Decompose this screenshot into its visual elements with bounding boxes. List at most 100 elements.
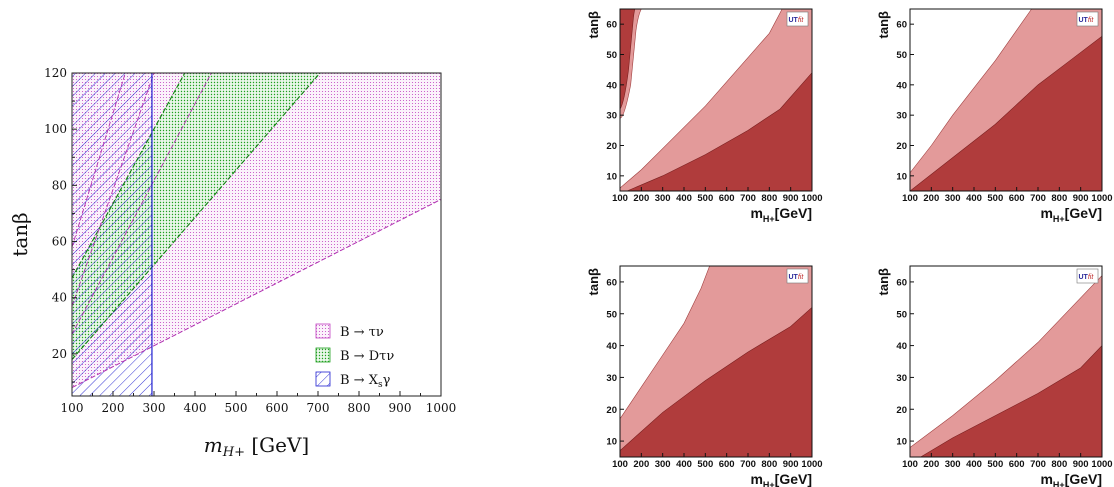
- panel-y-tick-label: 50: [606, 309, 617, 320]
- panel-x-tick-label: 1000: [801, 459, 822, 470]
- panel-x-label-m: m: [1040, 471, 1052, 487]
- x-tick-label: 600: [266, 401, 289, 415]
- panel-x-label-m: m: [750, 205, 762, 221]
- utfit-logo-text: UTfit: [1079, 17, 1095, 24]
- panel-x-tick-label: 100: [902, 193, 918, 204]
- panel-x-tick-label: 800: [1051, 459, 1067, 470]
- panel-y-tick-label: 30: [896, 111, 907, 122]
- panel-x-axis-label: mH+[GeV]: [750, 471, 812, 487]
- panel-x-tick-label: 100: [612, 193, 628, 204]
- panel-y-tick-label: 40: [896, 80, 907, 91]
- x-tick-label: 100: [61, 401, 84, 415]
- panel-y-tick-label: 50: [606, 50, 617, 61]
- panel-x-tick-label: 400: [676, 459, 692, 470]
- panel-x-tick-label: 500: [987, 193, 1003, 204]
- panel-x-label-sub: H+: [763, 214, 775, 224]
- y-tick-label: 60: [52, 235, 67, 249]
- y-tick-label: 40: [52, 291, 67, 305]
- panel-x-label-unit: [GeV]: [1065, 471, 1102, 487]
- panel-y-tick-label: 40: [896, 341, 907, 352]
- panel-y-tick-label: 40: [606, 80, 617, 91]
- legend-swatch: [315, 323, 331, 339]
- panel-plot-area: [910, 9, 1102, 191]
- panel-x-label-sub: H+: [1053, 480, 1065, 487]
- utfit-logo-box: [786, 268, 809, 284]
- legend-label: B → Dτν: [340, 349, 394, 364]
- panel-x-tick-label: 700: [740, 193, 756, 204]
- panel-3: 100 200 300 400 500 600 700 800 900 1000 10 20 30 40 5…: [586, 265, 823, 487]
- panel-y-axis-label: tanβ: [876, 268, 891, 296]
- panel-y-tick-label: 30: [606, 111, 617, 122]
- panel-y-axis-label: tanβ: [586, 11, 601, 39]
- utfit-logo: UTfit: [1076, 11, 1099, 27]
- panel-x-tick-label: 900: [783, 193, 799, 204]
- y-tick-label: 120: [44, 66, 67, 80]
- panel-x-tick-label: 700: [1030, 459, 1046, 470]
- panel-y-tick-label: 30: [896, 373, 907, 384]
- panel-y-tick-label: 20: [606, 405, 617, 416]
- panel-x-label-sub: H+: [1053, 214, 1065, 224]
- panel-frame: [619, 8, 813, 192]
- utfit-logo-text: UTfit: [789, 274, 805, 281]
- panel-x-tick-label: 900: [783, 459, 799, 470]
- panel-x-tick-label: 200: [923, 459, 939, 470]
- allowed-region-68: [910, 35, 1102, 191]
- x-tick-label: 800: [348, 401, 371, 415]
- panel-x-tick-label: 900: [1073, 193, 1089, 204]
- panel-x-tick-label: 1000: [801, 193, 822, 204]
- panel-x-label-m: m: [750, 471, 762, 487]
- panel-x-tick-label: 200: [633, 193, 649, 204]
- utfit-logo-ut: UT: [789, 17, 799, 24]
- utfit-logo-box: [1076, 268, 1099, 284]
- panel-x-tick-label: 1000: [1091, 193, 1112, 204]
- panel-y-tick-label: 20: [896, 141, 907, 152]
- btaunu-band-line: [72, 73, 212, 335]
- panel-x-tick-label: 200: [633, 459, 649, 470]
- utfit-logo: UTfit: [786, 11, 809, 27]
- btaunu-boundary: [72, 198, 441, 389]
- panel-x-tick-label: 600: [719, 459, 735, 470]
- panel-x-axis-label: mH+[GeV]: [750, 205, 812, 224]
- panel-x-tick-label: 200: [923, 193, 939, 204]
- panel-y-axis-label: tanβ: [586, 268, 601, 296]
- panel-x-tick-label: 300: [655, 193, 671, 204]
- panel-x-tick-label: 300: [945, 193, 961, 204]
- utfit-logo-text: UTfit: [789, 17, 805, 24]
- x-axis-label-sub: H+: [222, 445, 245, 460]
- panel-y-tick-label: 30: [606, 373, 617, 384]
- panel-x-tick-label: 700: [1030, 193, 1046, 204]
- panel-y-tick-label: 20: [606, 141, 617, 152]
- utfit-logo-box: [1076, 11, 1099, 27]
- panel-1: 100 200 300 400 500 600 700 800 900 1000 10 20 30 40 5…: [586, 8, 823, 224]
- utfit-logo-fit: fit: [798, 17, 805, 24]
- panel-x-tick-label: 100: [902, 459, 918, 470]
- panel-y-tick-label: 10: [606, 171, 617, 182]
- y-tick-label: 80: [52, 178, 67, 192]
- btaunu-band-line: [72, 73, 126, 248]
- panel-x-label-unit: [GeV]: [775, 205, 812, 221]
- panel-frame: [909, 8, 1103, 192]
- panel-y-tick-label: 10: [606, 437, 617, 448]
- legend-label: B → τν: [340, 325, 384, 340]
- panel-y-tick-label: 60: [896, 20, 907, 31]
- panel-y-tick-label: 60: [896, 277, 907, 288]
- y-tick-label: 20: [52, 347, 67, 361]
- x-axis-label: mH+ [GeV]: [204, 433, 309, 460]
- legend-swatch: [315, 347, 331, 363]
- panel-x-tick-label: 500: [987, 459, 1003, 470]
- right-panels: 100 200 300 400 500 600 700 800 900 1000102030405…: [586, 8, 1113, 487]
- panel-x-tick-label: 400: [966, 459, 982, 470]
- panel-x-tick-label: 800: [761, 193, 777, 204]
- x-tick-label: 1000: [426, 401, 457, 415]
- panel-y-tick-label: 10: [896, 437, 907, 448]
- legend-text: γ: [383, 373, 391, 388]
- panel-x-tick-label: 800: [761, 459, 777, 470]
- panel-x-tick-label: 300: [655, 459, 671, 470]
- bdtaunu-lower-boundary: [72, 73, 321, 360]
- panel-x-tick-label: 400: [676, 193, 692, 204]
- legend-label: B → Xsγ: [340, 373, 391, 390]
- x-tick-label: 300: [143, 401, 166, 415]
- panel-plot-area: [620, 266, 812, 457]
- utfit-logo-fit: fit: [1088, 17, 1095, 24]
- panel-plot-area: [910, 275, 1102, 457]
